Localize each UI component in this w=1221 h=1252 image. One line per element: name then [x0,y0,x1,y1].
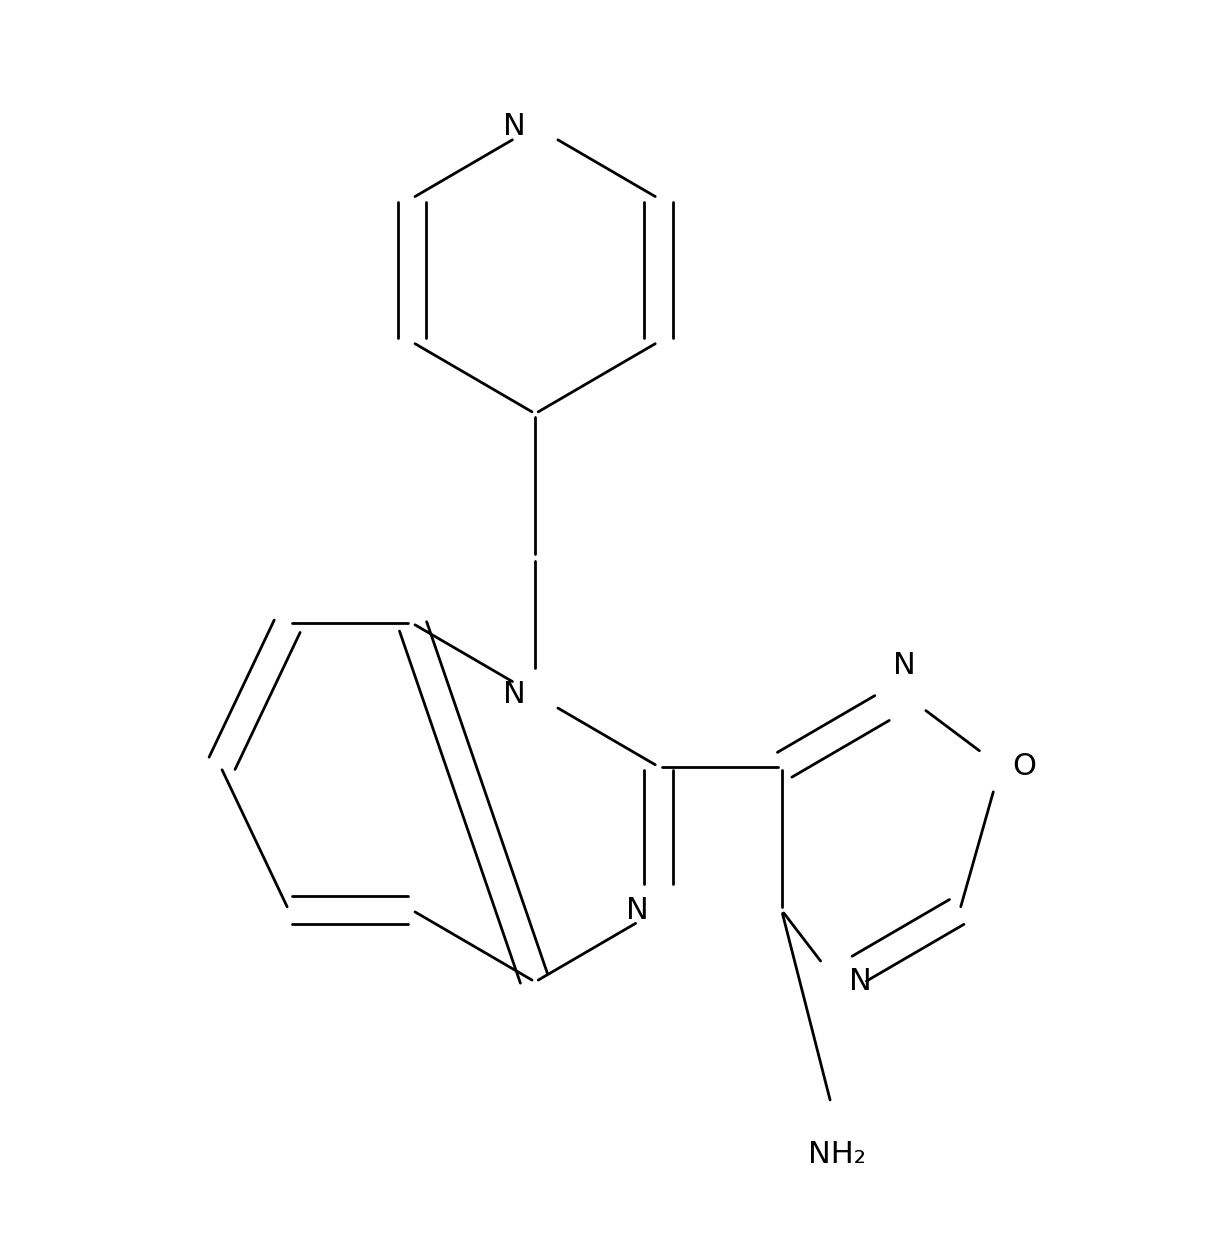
Text: N: N [503,680,525,710]
Text: NH₂: NH₂ [807,1139,866,1169]
Text: N: N [503,113,525,141]
Text: N: N [849,968,872,997]
Text: N: N [626,895,648,925]
Text: N: N [894,651,916,680]
Text: O: O [1012,752,1037,781]
